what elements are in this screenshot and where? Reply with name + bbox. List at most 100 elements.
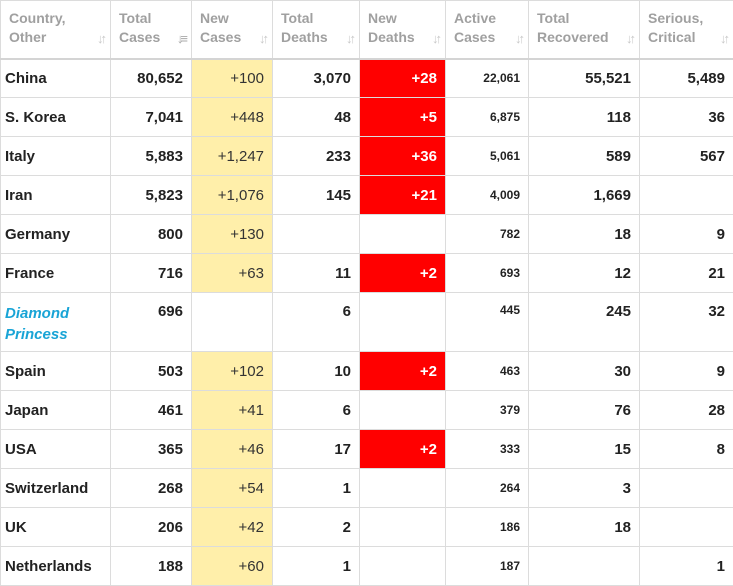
country-cell: Germany bbox=[0, 214, 111, 254]
serious-critical-cell bbox=[639, 507, 733, 547]
serious-critical-cell: 1 bbox=[639, 546, 733, 586]
new-cases-cell: +63 bbox=[191, 253, 273, 293]
country-name: Italy bbox=[5, 147, 36, 165]
country-cell: Switzerland bbox=[0, 468, 111, 508]
sort-icon[interactable]: ↓↑ bbox=[346, 30, 356, 46]
country-name: Germany bbox=[5, 225, 71, 243]
total-recovered-cell: 18 bbox=[528, 507, 640, 547]
country-cell: Italy bbox=[0, 136, 111, 176]
active-cases-cell: 186 bbox=[445, 507, 529, 547]
new-cases-cell: +448 bbox=[191, 97, 273, 137]
sort-icon[interactable]: ↓↑ bbox=[515, 30, 525, 46]
column-header-label: Total bbox=[537, 10, 570, 26]
sort-icon[interactable]: ↓↑ bbox=[720, 30, 730, 46]
active-cases-cell: 264 bbox=[445, 468, 529, 508]
new-cases-cell: +42 bbox=[191, 507, 273, 547]
column-header-label: Total bbox=[281, 10, 314, 26]
column-header-total-deaths[interactable]: Total Deaths ↓↑ bbox=[272, 0, 360, 60]
column-header-label: Country, bbox=[9, 10, 66, 26]
active-cases-cell: 693 bbox=[445, 253, 529, 293]
active-cases-cell: 187 bbox=[445, 546, 529, 586]
column-header-label: Deaths bbox=[368, 29, 415, 45]
column-header-country[interactable]: Country, Other ↓↑ bbox=[0, 0, 111, 60]
table-row: Spain 503 +102 10 +2 463 30 9 bbox=[0, 351, 733, 391]
sort-icon[interactable]: ↓↑ bbox=[97, 30, 107, 46]
country-cell: S. Korea bbox=[0, 97, 111, 137]
sort-icon[interactable]: ↓↑ bbox=[626, 30, 636, 46]
column-header-total-recovered[interactable]: Total Recovered ↓↑ bbox=[528, 0, 640, 60]
new-deaths-cell: +2 bbox=[359, 351, 446, 391]
new-deaths-cell: +28 bbox=[359, 58, 446, 98]
total-deaths-cell: 145 bbox=[272, 175, 360, 215]
column-header-label: Total bbox=[119, 10, 152, 26]
new-cases-cell: +1,247 bbox=[191, 136, 273, 176]
table-row: China 80,652 +100 3,070 +28 22,061 55,521 5,489 bbox=[0, 58, 733, 98]
total-deaths-cell: 2 bbox=[272, 507, 360, 547]
new-deaths-cell: +36 bbox=[359, 136, 446, 176]
table-row: France 716 +63 11 +2 693 12 21 bbox=[0, 253, 733, 293]
total-cases-cell: 80,652 bbox=[110, 58, 192, 98]
column-header-serious-critical[interactable]: Serious, Critical ↓↑ bbox=[639, 0, 733, 60]
country-cell: UK bbox=[0, 507, 111, 547]
total-cases-cell: 365 bbox=[110, 429, 192, 469]
total-recovered-cell: 55,521 bbox=[528, 58, 640, 98]
total-recovered-cell: 245 bbox=[528, 292, 640, 352]
sort-desc-icon[interactable]: ↓≡ bbox=[176, 30, 188, 46]
serious-critical-cell: 36 bbox=[639, 97, 733, 137]
table-row: USA 365 +46 17 +2 333 15 8 bbox=[0, 429, 733, 469]
serious-critical-cell: 5,489 bbox=[639, 58, 733, 98]
total-deaths-cell: 6 bbox=[272, 292, 360, 352]
new-cases-cell bbox=[191, 292, 273, 352]
active-cases-cell: 333 bbox=[445, 429, 529, 469]
sort-icon[interactable]: ↓↑ bbox=[259, 30, 269, 46]
country-name: China bbox=[5, 69, 47, 87]
new-deaths-cell: +21 bbox=[359, 175, 446, 215]
total-recovered-cell: 76 bbox=[528, 390, 640, 430]
column-header-label: Deaths bbox=[281, 29, 328, 45]
country-cell: USA bbox=[0, 429, 111, 469]
total-cases-cell: 716 bbox=[110, 253, 192, 293]
country-name: Japan bbox=[5, 401, 49, 419]
total-deaths-cell: 6 bbox=[272, 390, 360, 430]
table-row: Netherlands 188 +60 1 187 1 bbox=[0, 546, 733, 586]
serious-critical-cell: 9 bbox=[639, 214, 733, 254]
table-row: Japan 461 +41 6 379 76 28 bbox=[0, 390, 733, 430]
new-cases-cell: +54 bbox=[191, 468, 273, 508]
active-cases-cell: 782 bbox=[445, 214, 529, 254]
table-row: UK 206 +42 2 186 18 bbox=[0, 507, 733, 547]
column-header-new-deaths[interactable]: New Deaths ↓↑ bbox=[359, 0, 446, 60]
serious-critical-cell: 21 bbox=[639, 253, 733, 293]
table-row: Iran 5,823 +1,076 145 +21 4,009 1,669 bbox=[0, 175, 733, 215]
country-name: UK bbox=[5, 518, 27, 536]
sort-icon[interactable]: ↓↑ bbox=[432, 30, 442, 46]
table-row: S. Korea 7,041 +448 48 +5 6,875 118 36 bbox=[0, 97, 733, 137]
new-cases-cell: +1,076 bbox=[191, 175, 273, 215]
total-deaths-cell: 48 bbox=[272, 97, 360, 137]
country-cell: China bbox=[0, 58, 111, 98]
country-name: S. Korea bbox=[5, 108, 66, 126]
new-cases-cell: +102 bbox=[191, 351, 273, 391]
active-cases-cell: 5,061 bbox=[445, 136, 529, 176]
column-header-label: Active bbox=[454, 10, 497, 26]
new-cases-cell: +100 bbox=[191, 58, 273, 98]
country-name: USA bbox=[5, 440, 37, 458]
total-recovered-cell: 15 bbox=[528, 429, 640, 469]
total-cases-cell: 503 bbox=[110, 351, 192, 391]
serious-critical-cell bbox=[639, 175, 733, 215]
country-cell: Spain bbox=[0, 351, 111, 391]
country-name: France bbox=[5, 264, 55, 282]
active-cases-cell: 379 bbox=[445, 390, 529, 430]
column-header-total-cases[interactable]: Total Cases ↓≡ bbox=[110, 0, 192, 60]
column-header-new-cases[interactable]: New Cases ↓↑ bbox=[191, 0, 273, 60]
new-deaths-cell bbox=[359, 546, 446, 586]
column-header-active-cases[interactable]: Active Cases ↓↑ bbox=[445, 0, 529, 60]
country-cell: Netherlands bbox=[0, 546, 111, 586]
country-cell: France bbox=[0, 253, 111, 293]
country-link[interactable]: Diamond Princess bbox=[5, 305, 70, 343]
total-cases-cell: 268 bbox=[110, 468, 192, 508]
new-cases-cell: +130 bbox=[191, 214, 273, 254]
country-cell[interactable]: Diamond Princess bbox=[0, 292, 111, 352]
column-header-label: Critical bbox=[648, 29, 696, 45]
total-cases-cell: 5,883 bbox=[110, 136, 192, 176]
